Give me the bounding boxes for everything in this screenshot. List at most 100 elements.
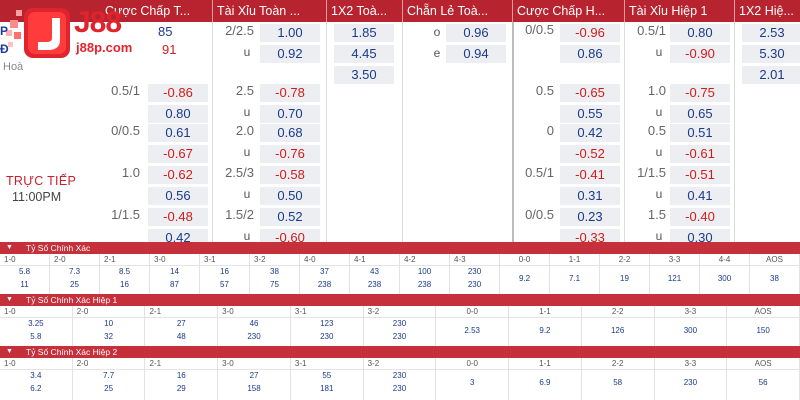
- score-odds[interactable]: 7.3: [68, 267, 81, 276]
- odds-1x2-away[interactable]: 4.45: [334, 45, 394, 63]
- under-odds[interactable]: -0.90: [670, 45, 730, 63]
- score-odds[interactable]: 7.7: [103, 371, 115, 380]
- score-odds[interactable]: 38: [770, 274, 779, 283]
- score-odds[interactable]: 126: [610, 326, 625, 335]
- score-odds[interactable]: 5.8: [18, 267, 31, 276]
- score-odds[interactable]: 121: [667, 274, 682, 283]
- score-odds[interactable]: 158: [247, 384, 261, 393]
- score-odds[interactable]: 48: [176, 332, 186, 341]
- score-odds[interactable]: 6.2: [30, 384, 42, 393]
- score-odds[interactable]: 56: [758, 378, 768, 387]
- header-overunder-h1[interactable]: Tài Xỉu Hiệp 1: [629, 4, 708, 18]
- over-odds[interactable]: -0.40: [670, 208, 730, 226]
- header-overunder-full[interactable]: Tài Xỉu Toàn ...: [217, 4, 301, 18]
- score-odds[interactable]: 9.2: [518, 274, 531, 283]
- score-odds[interactable]: 16: [176, 371, 186, 380]
- score-odds[interactable]: 3.4: [30, 371, 42, 380]
- handicap-odds-home[interactable]: -0.48: [148, 208, 208, 226]
- score-odds[interactable]: 230: [247, 332, 261, 341]
- even-odds[interactable]: 0.94: [446, 45, 506, 63]
- score-odds[interactable]: 16: [120, 280, 129, 289]
- score-odds[interactable]: 25: [70, 280, 79, 289]
- over-odds[interactable]: -0.78: [260, 84, 320, 102]
- score-odds[interactable]: 230: [392, 384, 407, 393]
- score-odds[interactable]: 181: [320, 384, 334, 393]
- header-oddeven-full[interactable]: Chẵn Lẻ Toà...: [407, 4, 489, 18]
- score-odds[interactable]: 238: [367, 280, 382, 289]
- score-odds[interactable]: 27: [176, 319, 186, 328]
- score-odds[interactable]: 32: [104, 332, 114, 341]
- odds-1x2-home[interactable]: 1.85: [334, 24, 394, 42]
- odds-1x2-home[interactable]: 2.53: [742, 24, 800, 42]
- section-correct-score-h2[interactable]: ▼ Tỷ Số Chính Xác Hiệp 2: [0, 346, 800, 358]
- handicap-odds-home[interactable]: 0.42: [560, 124, 620, 142]
- score-odds[interactable]: 55: [322, 371, 332, 380]
- handicap-odds-away[interactable]: 0.80: [148, 105, 208, 123]
- over-odds[interactable]: 0.51: [670, 124, 730, 142]
- score-odds[interactable]: 57: [220, 280, 229, 289]
- over-odds[interactable]: -0.58: [260, 166, 320, 184]
- score-odds[interactable]: 37: [320, 267, 329, 276]
- score-odds[interactable]: 2.53: [464, 326, 480, 335]
- handicap-odds-away[interactable]: 0.55: [560, 105, 620, 123]
- score-odds[interactable]: 230: [467, 267, 482, 276]
- score-odds[interactable]: 46: [249, 319, 259, 328]
- handicap-odds-home[interactable]: -0.65: [560, 84, 620, 102]
- score-odds[interactable]: 29: [176, 384, 186, 393]
- under-odds[interactable]: -0.76: [260, 145, 320, 163]
- under-odds[interactable]: -0.61: [670, 145, 730, 163]
- handicap-odds-away[interactable]: 0.56: [148, 187, 208, 205]
- score-odds[interactable]: 14: [170, 267, 179, 276]
- under-odds[interactable]: 0.92: [260, 45, 320, 63]
- over-odds[interactable]: -0.75: [670, 84, 730, 102]
- odd-odds[interactable]: 0.96: [446, 24, 506, 42]
- handicap-odds-home[interactable]: -0.62: [148, 166, 208, 184]
- score-odds[interactable]: 300: [683, 326, 698, 335]
- handicap-odds-home[interactable]: -0.41: [560, 166, 620, 184]
- score-odds[interactable]: 238: [317, 280, 332, 289]
- score-odds[interactable]: 9.2: [539, 326, 551, 335]
- score-odds[interactable]: 10: [104, 319, 114, 328]
- handicap-odds-home[interactable]: 0.61: [148, 124, 208, 142]
- section-correct-score[interactable]: ▼ Tỷ Số Chính Xác: [0, 242, 800, 254]
- score-odds[interactable]: 230: [320, 332, 334, 341]
- over-odds[interactable]: 0.68: [260, 124, 320, 142]
- score-odds[interactable]: 150: [756, 326, 770, 335]
- score-odds[interactable]: 19: [620, 274, 629, 283]
- score-odds[interactable]: 230: [683, 378, 698, 387]
- handicap-odds-home[interactable]: 0.23: [560, 208, 620, 226]
- score-odds[interactable]: 38: [270, 267, 279, 276]
- score-odds[interactable]: 16: [220, 267, 229, 276]
- handicap-odds-home[interactable]: -0.86: [148, 84, 208, 102]
- score-odds[interactable]: 230: [467, 280, 482, 289]
- section-correct-score-h1[interactable]: ▼ Tỷ Số Chính Xác Hiệp 1: [0, 294, 800, 306]
- score-odds[interactable]: 6.9: [539, 378, 551, 387]
- score-odds[interactable]: 3: [469, 378, 475, 387]
- under-odds[interactable]: 0.50: [260, 187, 320, 205]
- score-odds[interactable]: 8.5: [118, 267, 131, 276]
- score-odds[interactable]: 100: [417, 267, 432, 276]
- score-odds[interactable]: 27: [249, 371, 259, 380]
- score-odds[interactable]: 75: [270, 280, 279, 289]
- odds-1x2-draw[interactable]: 3.50: [334, 66, 394, 84]
- score-odds[interactable]: 300: [717, 274, 732, 283]
- handicap-odds-away[interactable]: -0.67: [148, 145, 208, 163]
- score-odds[interactable]: 123: [320, 319, 334, 328]
- score-odds[interactable]: 5.8: [30, 332, 42, 341]
- under-odds[interactable]: 0.70: [260, 105, 320, 123]
- over-odds[interactable]: 1.00: [260, 24, 320, 42]
- handicap-odds-away[interactable]: -0.52: [560, 145, 620, 163]
- over-odds[interactable]: -0.51: [670, 166, 730, 184]
- score-odds[interactable]: 3.25: [28, 319, 44, 328]
- score-odds[interactable]: 230: [392, 319, 407, 328]
- score-odds[interactable]: 238: [417, 280, 432, 289]
- score-odds[interactable]: 7.1: [568, 274, 581, 283]
- score-odds[interactable]: 43: [370, 267, 379, 276]
- header-1x2-full[interactable]: 1X2 Toà...: [331, 4, 388, 18]
- header-handicap-h1[interactable]: Cược Chấp H...: [517, 4, 606, 18]
- score-odds[interactable]: 230: [392, 332, 407, 341]
- under-odds[interactable]: 0.41: [670, 187, 730, 205]
- score-odds[interactable]: 87: [170, 280, 179, 289]
- handicap-odds-home[interactable]: -0.96: [560, 24, 620, 42]
- handicap-odds-away[interactable]: 0.31: [560, 187, 620, 205]
